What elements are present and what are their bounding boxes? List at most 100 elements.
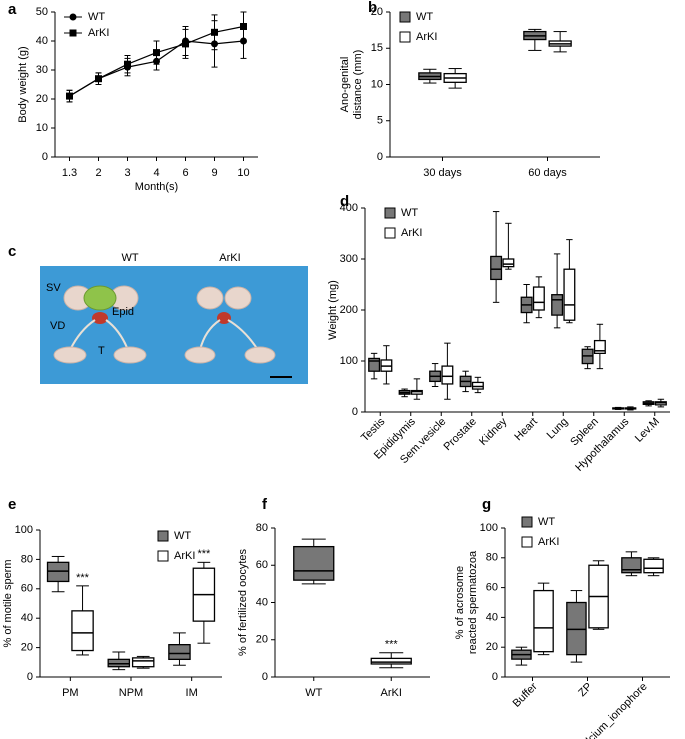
box xyxy=(380,345,393,385)
x-tick-label: 9 xyxy=(211,167,217,179)
panel-label: f xyxy=(262,496,268,513)
panel-label: a xyxy=(8,1,17,18)
box xyxy=(293,538,335,585)
legend-swatch xyxy=(157,550,169,562)
legend-swatch xyxy=(521,516,533,528)
y-axis-label: Ano-genital xyxy=(339,57,351,113)
x-tick-label: 2 xyxy=(95,167,101,179)
box xyxy=(588,560,609,630)
box-body xyxy=(131,657,155,668)
y-axis-label: Weight (mg) xyxy=(327,280,339,340)
box-body xyxy=(441,365,454,385)
legend-label: ArKI xyxy=(88,27,109,39)
y-tick-label: 0 xyxy=(492,671,498,683)
legend-swatch xyxy=(521,536,533,548)
x-tick-label: Heart xyxy=(512,416,540,444)
box xyxy=(563,239,576,324)
marker xyxy=(124,60,131,68)
chart-panel: f 0 20 40 60 80 % of fertilized oocytes WT ArKI *… xyxy=(237,496,430,699)
legend-swatch xyxy=(157,530,169,542)
y-tick-label: 0 xyxy=(377,151,383,163)
y-axis-label: % of acrosome xyxy=(454,566,466,639)
y-tick-label: 80 xyxy=(21,553,33,565)
legend-label: ArKI xyxy=(174,550,195,562)
box xyxy=(441,342,454,400)
box xyxy=(548,31,572,53)
chart-panel: g 0 20 40 60 80 100 % of acrosome reacted sperma… xyxy=(454,496,670,739)
panel-label: g xyxy=(482,496,491,513)
box-body xyxy=(168,644,191,661)
y-tick-label: 60 xyxy=(256,559,268,571)
box-body xyxy=(471,381,484,390)
x-tick-label: Kidney xyxy=(477,415,510,448)
y-tick-label: 0 xyxy=(262,671,268,683)
y-axis-label: Body weight (g) xyxy=(17,46,29,122)
x-tick-label: IM xyxy=(186,687,198,699)
x-tick-label: 30 days xyxy=(423,167,462,179)
y-tick-label: 20 xyxy=(36,93,48,105)
y-tick-label: 40 xyxy=(486,611,498,623)
y-tick-label: 100 xyxy=(15,524,33,536)
legend-label: WT xyxy=(174,530,191,542)
box-body xyxy=(490,255,503,281)
box xyxy=(566,590,587,663)
organs-wt xyxy=(53,285,147,364)
x-tick-label: Lev.M xyxy=(633,416,662,445)
box-body xyxy=(71,610,94,652)
x-tick-label: Prostate xyxy=(441,416,478,453)
box xyxy=(520,284,533,324)
y-tick-label: 80 xyxy=(256,522,268,534)
marker xyxy=(211,28,218,36)
y-tick-label: 60 xyxy=(21,583,33,595)
box-body xyxy=(533,589,554,653)
y-tick-label: 60 xyxy=(486,582,498,594)
photo-panel: c WT ArKI SV VD Epid T xyxy=(8,243,308,384)
x-tick-label: 3 xyxy=(124,167,130,179)
y-axis-label: reacted spermatozoa xyxy=(467,550,479,654)
box-body xyxy=(293,545,335,581)
legend-label: ArKI xyxy=(538,536,559,548)
x-tick-label: 6 xyxy=(182,167,188,179)
photo-background xyxy=(40,266,308,384)
x-tick-label: 60 days xyxy=(528,167,567,179)
x-tick-label: Testis xyxy=(359,415,388,444)
legend-swatch xyxy=(384,227,396,239)
box xyxy=(192,561,216,644)
box xyxy=(621,551,642,577)
box xyxy=(368,352,381,380)
box-body xyxy=(563,268,576,321)
x-tick-label: NPM xyxy=(119,687,143,699)
box-body xyxy=(593,339,606,355)
box xyxy=(71,585,94,656)
y-tick-label: 40 xyxy=(21,612,33,624)
y-tick-label: 0 xyxy=(42,151,48,163)
y-tick-label: 400 xyxy=(340,202,358,214)
y-tick-label: 50 xyxy=(36,6,48,18)
x-axis-label: Month(s) xyxy=(135,181,178,193)
box xyxy=(490,211,503,303)
box xyxy=(459,370,472,393)
photo-label: SV xyxy=(46,282,61,294)
marker xyxy=(240,23,247,30)
legend-swatch xyxy=(399,11,411,23)
box-body xyxy=(532,286,545,311)
x-tick-label: 4 xyxy=(153,167,159,179)
box xyxy=(533,582,554,656)
photo-label: T xyxy=(98,345,105,357)
photo-label: Epid xyxy=(112,306,134,318)
x-tick-label: 1.3 xyxy=(62,167,77,179)
box xyxy=(471,376,484,394)
annotation: *** xyxy=(197,548,211,560)
box xyxy=(612,406,625,410)
box xyxy=(502,222,515,270)
x-tick-label: ZP xyxy=(576,681,594,699)
legend-label: WT xyxy=(416,11,433,23)
x-tick-label: Hypothalamus xyxy=(573,415,632,474)
y-tick-label: 100 xyxy=(480,522,498,534)
y-tick-label: 40 xyxy=(36,35,48,47)
x-tick-label: WT xyxy=(305,687,322,699)
marker xyxy=(153,49,160,57)
legend-swatch xyxy=(384,207,396,219)
box-body xyxy=(643,558,664,574)
